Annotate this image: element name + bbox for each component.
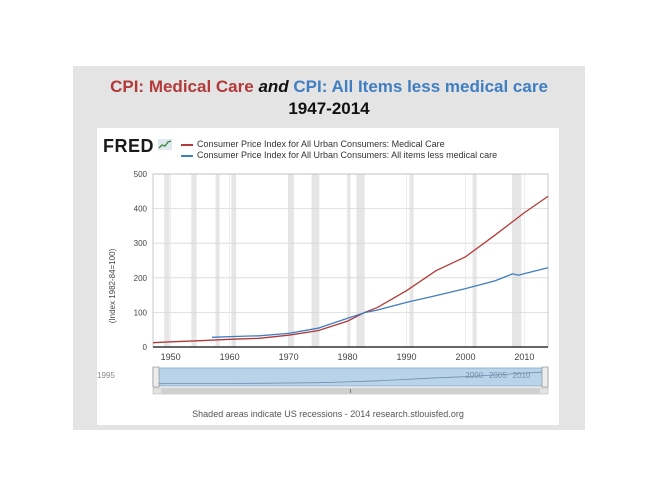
y-tick-label: 200 [134,274,148,283]
legend-item-all-items[interactable]: Consumer Price Index for All Urban Consu… [181,150,497,160]
legend-item-medical-care[interactable]: Consumer Price Index for All Urban Consu… [181,139,445,149]
legend-swatch-medical [181,143,193,146]
y-tick-label: 400 [134,205,148,214]
y-tick-label: 300 [134,239,148,248]
x-tick-label: 2000 [455,352,475,362]
range-navigator[interactable]: 1995 2000 2005 2010 [97,366,549,395]
y-tick-label: 100 [134,308,148,317]
recession-band [288,174,294,347]
title-all-items: CPI: All Items less medical care [293,77,548,96]
slide-subtitle: 1947-2014 [288,99,370,118]
recession-band [164,174,170,347]
y-tick-label: 500 [134,170,148,179]
chart-footer-note: Shaded areas indicate US recessions - 20… [192,409,464,419]
axes: 0 100 200 300 400 500 1950 1960 1970 1980 1990 2000… [134,170,549,362]
series-line-medical-care [152,195,549,344]
legend-swatch-all-items [181,154,193,157]
title-and: and [258,77,289,96]
recession-band [409,174,414,347]
fred-logo: FRED [103,136,154,156]
series-line-all-items [211,267,549,338]
recession-bands [164,174,522,347]
navigator-label: 1995 [97,371,115,380]
recession-band [347,174,351,347]
slide-title: CPI: Medical Care and CPI: All Items les… [73,76,585,98]
x-tick-label: 1980 [338,352,358,362]
navigator-label: 2010 [513,371,531,380]
recession-band [215,174,220,347]
series-lines [152,195,549,344]
navigator-label: 2000 [465,371,483,380]
line-chart: 0 100 200 300 400 500 1950 1960 1970 1980 1990 2000… [97,170,549,395]
recession-band [191,174,197,347]
recession-band [231,174,237,347]
x-tick-label: 1970 [279,352,299,362]
navigator-left-handle [152,366,160,388]
navigator-series [152,371,549,385]
x-tick-label: 2010 [514,352,534,362]
x-tick-label: 1950 [161,352,181,362]
navigator-label: 2005 [489,371,507,380]
recession-band [311,174,320,347]
y-axis-label: (Index 1982-84=100) [108,248,117,323]
title-medical-care: CPI: Medical Care [110,77,254,96]
fred-logo-graph-icon [158,139,172,150]
recession-band [356,174,365,347]
legend-label-medical: Consumer Price Index for All Urban Consu… [197,139,445,149]
x-tick-label: 1990 [396,352,416,362]
recession-band [472,174,477,347]
recession-band [512,174,522,347]
navigator-right-handle [541,366,549,388]
x-tick-label: 1960 [220,352,240,362]
y-tick-label: 0 [143,343,148,352]
legend-label-all-items: Consumer Price Index for All Urban Consu… [197,150,498,160]
